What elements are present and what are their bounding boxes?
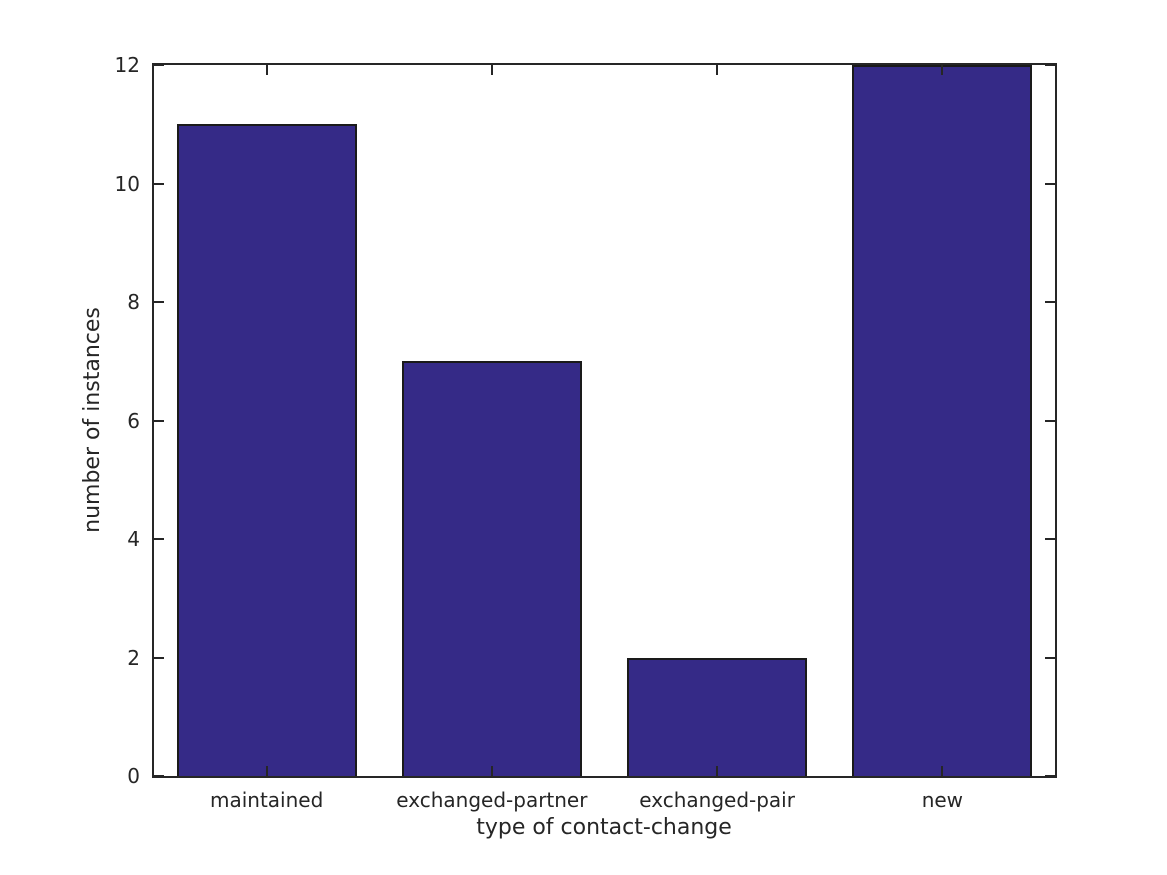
y-tick-label: 12 <box>114 53 140 77</box>
y-tick-mark <box>154 301 164 303</box>
x-tick-mark <box>716 65 719 75</box>
x-tick-label-maintained: maintained <box>209 788 324 812</box>
x-tick-mark <box>716 766 719 776</box>
y-tick-mark <box>154 538 164 540</box>
x-tick-mark <box>941 65 944 75</box>
y-tick-mark <box>154 419 164 422</box>
y-tick-mark <box>1045 301 1055 303</box>
y-tick-label: 8 <box>127 290 140 314</box>
y-tick-mark <box>1045 538 1055 540</box>
bar-new <box>852 65 1033 776</box>
y-tick-label: 4 <box>127 527 140 551</box>
y-tick-mark <box>1045 182 1055 185</box>
y-tick-mark <box>1045 775 1055 777</box>
y-tick-mark <box>154 64 164 66</box>
x-tick-mark <box>941 766 944 776</box>
y-tick-mark <box>1045 656 1055 659</box>
y-tick-label: 6 <box>127 408 140 433</box>
x-tick-label-new: new <box>921 788 964 812</box>
y-tick-mark <box>154 182 164 185</box>
bar-exchanged-partner <box>401 361 582 776</box>
y-tick-mark <box>1045 419 1055 422</box>
y-tick-mark <box>1045 64 1055 66</box>
x-tick-label-exchanged-pair: exchanged-pair <box>639 788 795 812</box>
y-tick-label: 2 <box>127 645 140 670</box>
x-tick-mark <box>490 766 493 776</box>
x-tick-mark <box>265 65 268 75</box>
x-tick-mark <box>265 766 268 776</box>
bar-exchanged-pair <box>627 657 808 776</box>
bar-maintained <box>176 124 357 776</box>
y-tick-label: 0 <box>127 764 140 788</box>
x-tick-mark <box>490 65 493 75</box>
y-tick-mark <box>154 656 164 659</box>
x-tick-label-exchanged-partner: exchanged-partner <box>396 788 588 812</box>
x-axis-label: type of contact-change <box>476 815 732 840</box>
y-tick-mark <box>154 775 164 777</box>
plot-area <box>152 63 1057 778</box>
y-tick-label: 10 <box>114 171 140 196</box>
